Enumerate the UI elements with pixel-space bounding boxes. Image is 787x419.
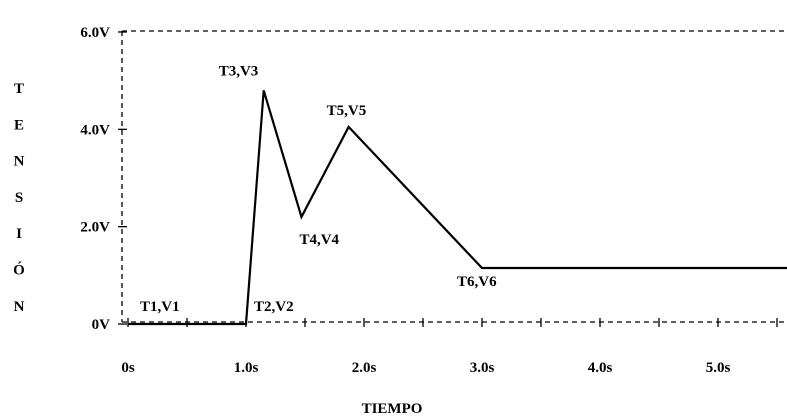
point-annotation: T6,V6 bbox=[457, 274, 497, 290]
series-layer bbox=[128, 90, 787, 326]
x-tick-label: 0s bbox=[121, 360, 135, 376]
x-tick-label: 5.0s bbox=[706, 360, 731, 376]
y-axis-title: T E N S I Ó N bbox=[13, 81, 25, 315]
y-axis-title-letter: N bbox=[14, 154, 25, 170]
y-tick-label: 4.0V bbox=[80, 122, 110, 138]
y-tick-label: 2.0V bbox=[80, 220, 110, 236]
point-annotations: T1,V1 T2,V2 T3,V3 T4,V4 T5,V5 T6,V6 bbox=[140, 63, 497, 315]
point-annotation: T3,V3 bbox=[219, 63, 259, 79]
point-annotation: T4,V4 bbox=[299, 232, 339, 248]
x-axis-title: TIEMPO bbox=[362, 401, 423, 417]
y-tick-label: 6.0V bbox=[80, 25, 110, 41]
x-axis-tick-labels: 0s 1.0s 2.0s 3.0s 4.0s 5.0s bbox=[121, 360, 730, 376]
y-axis-title-letter: S bbox=[15, 190, 23, 206]
point-annotation: T5,V5 bbox=[327, 103, 367, 119]
y-axis-tick-labels: 0V 2.0V 4.0V 6.0V bbox=[80, 25, 110, 333]
x-tick-label: 1.0s bbox=[234, 360, 259, 376]
y-tick-label: 0V bbox=[92, 317, 111, 333]
y-axis-title-letter: N bbox=[14, 299, 25, 315]
y-axis-ticks bbox=[118, 31, 127, 325]
x-tick-label: 3.0s bbox=[470, 360, 495, 376]
y-axis-title-letter: T bbox=[14, 81, 24, 97]
plot-frame bbox=[121, 30, 786, 323]
point-annotation: T1,V1 bbox=[140, 299, 180, 315]
y-axis-title-letter: E bbox=[14, 117, 24, 133]
y-axis-title-letter: Ó bbox=[13, 262, 25, 279]
y-axis-title-letter: I bbox=[16, 226, 22, 242]
x-tick-label: 2.0s bbox=[352, 360, 377, 376]
point-annotation: T2,V2 bbox=[254, 299, 294, 315]
x-tick-label: 4.0s bbox=[588, 360, 613, 376]
voltage-series-line bbox=[128, 90, 787, 326]
